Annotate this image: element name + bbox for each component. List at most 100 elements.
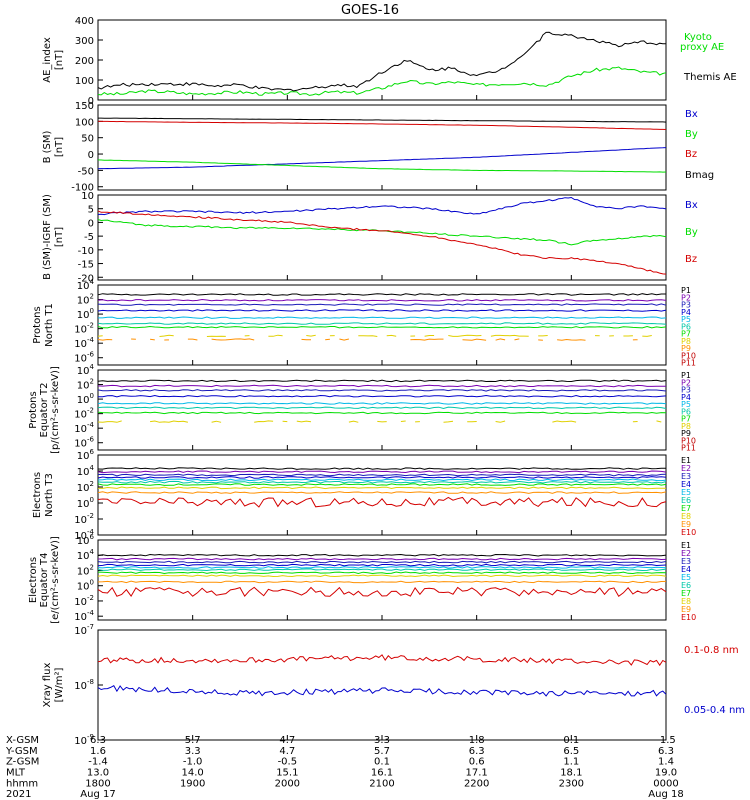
- b-sm-series-Bx: [97, 147, 667, 170]
- electrons-north-legend-E5: E5: [681, 488, 691, 497]
- xaxis-row-label: MLT: [6, 768, 26, 779]
- ylabel-b-unit: [nT]: [54, 137, 65, 157]
- xaxis-cell: Aug 18: [648, 789, 683, 800]
- xaxis-cell: 1.4: [658, 757, 674, 768]
- ylabel-bi: B (SM)-IGRF (SM): [42, 194, 53, 280]
- protons-north-legend-P2: P2: [681, 293, 691, 302]
- xaxis-cell: 4.7: [279, 746, 295, 757]
- xaxis-row-label: Z-GSM: [6, 757, 39, 768]
- electrons-north-legend-E9: E9: [681, 520, 691, 529]
- b-sm-ytick-label: 100: [75, 117, 94, 128]
- xaxis-cell: 2000: [275, 778, 300, 789]
- electrons-north-legend-E7: E7: [681, 504, 691, 513]
- ylabel-ae-unit: [nT]: [54, 50, 65, 70]
- electrons-north-series-E8: [97, 486, 666, 490]
- protons-equator-ytick-label: 10-4: [74, 421, 94, 435]
- electrons-equator-series-E10: [97, 586, 667, 598]
- protons-equator-ytick-label: 10-2: [74, 407, 94, 421]
- b-minus-igrf-ytick-label: -10: [78, 246, 94, 257]
- protons-equator-series-P8: [97, 420, 662, 423]
- ylabel-bi-unit: [nT]: [54, 227, 65, 247]
- electrons-north-ytick-label: 106: [77, 448, 95, 462]
- xaxis-cell: 5.7: [374, 746, 390, 757]
- electrons-equator-series-E9: [97, 580, 667, 584]
- protons-north-series-P2: [97, 298, 667, 302]
- electrons-equator-ytick-label: 100: [77, 579, 94, 593]
- ylabel-e2-b: Equator T4: [39, 553, 50, 608]
- xaxis-row-label: hhmm: [6, 778, 38, 789]
- ae-index-ytick-label: 300: [75, 36, 94, 47]
- legend-bi-by: By: [685, 227, 698, 238]
- panel-e2-frame: [97, 539, 667, 621]
- protons-north-series-P1: [97, 293, 666, 296]
- protons-north-ytick-label: 104: [77, 278, 95, 292]
- electrons-north-series-E3: [97, 473, 667, 477]
- b-minus-igrf-ytick-label: -5: [84, 232, 94, 243]
- electrons-equator-legend-E9: E9: [681, 605, 691, 614]
- legend-bi-bx: Bx: [685, 200, 698, 211]
- ylabel-xray-unit: [W/m²]: [54, 667, 65, 702]
- electrons-north-series-E9: [97, 491, 667, 494]
- electrons-equator-legend-E4: E4: [681, 565, 691, 574]
- protons-equator-ytick-label: 104: [77, 363, 95, 377]
- xaxis-cell: 3.3: [374, 735, 390, 746]
- protons-equator-legend-P5: P5: [681, 400, 691, 409]
- b-minus-igrf-series-By: [97, 219, 667, 246]
- electrons-equator-legend-E7: E7: [681, 589, 691, 598]
- electrons-equator-legend-E6: E6: [681, 581, 691, 590]
- ylabel-e2-c: [e/(cm²-s-sr-keV)]: [50, 536, 61, 624]
- electrons-north-legend-E10: E10: [681, 528, 696, 537]
- electrons-north-series-E4: [97, 476, 667, 479]
- xaxis-cell: 3.3: [185, 746, 201, 757]
- electrons-north-ytick-label: 10-2: [74, 512, 94, 526]
- xaxis-cell: 15.1: [276, 768, 298, 779]
- protons-north-legend-P11: P11: [681, 359, 696, 368]
- protons-equator-legend-P3: P3: [681, 386, 691, 395]
- panel-b-frame: [97, 104, 667, 191]
- protons-north-legend-P1: P1: [681, 286, 691, 295]
- protons-equator-series-P4: [98, 394, 667, 398]
- legend-b-bmag: Bmag: [685, 170, 714, 181]
- xray-flux-series-0.1-0.8 nm: [97, 654, 667, 667]
- b-sm-ytick-label: 50: [81, 134, 94, 145]
- protons-north-ytick-label: 100: [77, 307, 94, 321]
- ylabel-p1: Protons: [32, 306, 43, 343]
- xaxis-cell: 16.1: [371, 768, 393, 779]
- b-minus-igrf-series-Bz: [97, 210, 667, 275]
- xaxis-cell: -1.0: [183, 757, 203, 768]
- electrons-equator-ytick-label: 102: [77, 563, 94, 577]
- protons-north-legend-P8: P8: [681, 337, 691, 346]
- protons-equator-series-P6: [97, 406, 667, 410]
- xaxis-cell: 1800: [85, 778, 110, 789]
- chart-marks: 0100200300400-100-50050100150-20-15-10-5…: [5, 16, 696, 800]
- electrons-equator-legend-E5: E5: [681, 573, 691, 582]
- protons-north-legend-P3: P3: [681, 301, 691, 310]
- protons-north-legend-P10: P10: [681, 351, 696, 360]
- electrons-north-series-E6: [97, 480, 667, 484]
- electrons-north-ytick-label: 104: [77, 464, 95, 478]
- protons-equator-legend-P9: P9: [681, 429, 691, 438]
- electrons-equator-series-E7: [97, 571, 667, 575]
- electrons-equator-series-E8: [97, 574, 667, 578]
- xaxis-cell: 2100: [369, 778, 394, 789]
- electrons-equator-legend-E2: E2: [681, 549, 691, 558]
- xaxis-cell: -0.5: [278, 757, 298, 768]
- electrons-equator-series-E3: [97, 560, 667, 564]
- xaxis-cell: 6.3: [658, 746, 674, 757]
- protons-equator-legend-P8: P8: [681, 422, 691, 431]
- panel-e1-frame: [97, 454, 667, 536]
- ylabel-e1: Electrons: [32, 472, 43, 518]
- electrons-equator-legend-E1: E1: [681, 541, 691, 550]
- ylabel-p2: Protons: [28, 391, 39, 428]
- electrons-north-legend-E4: E4: [681, 480, 691, 489]
- electrons-north-legend-E6: E6: [681, 496, 691, 505]
- electrons-north-series-E10: [97, 496, 667, 508]
- protons-equator-series-P2: [97, 384, 666, 388]
- legend-proxy-ae: proxy AE: [680, 42, 724, 53]
- xaxis-cell: 1.8: [469, 735, 485, 746]
- ylabel-p2-c: [p/(cm²-s-sr-keV)]: [50, 366, 61, 454]
- electrons-north-series-E1: [97, 467, 666, 470]
- xaxis-row-label: X-GSM: [6, 735, 39, 746]
- b-minus-igrf-ytick-label: 0: [88, 218, 94, 229]
